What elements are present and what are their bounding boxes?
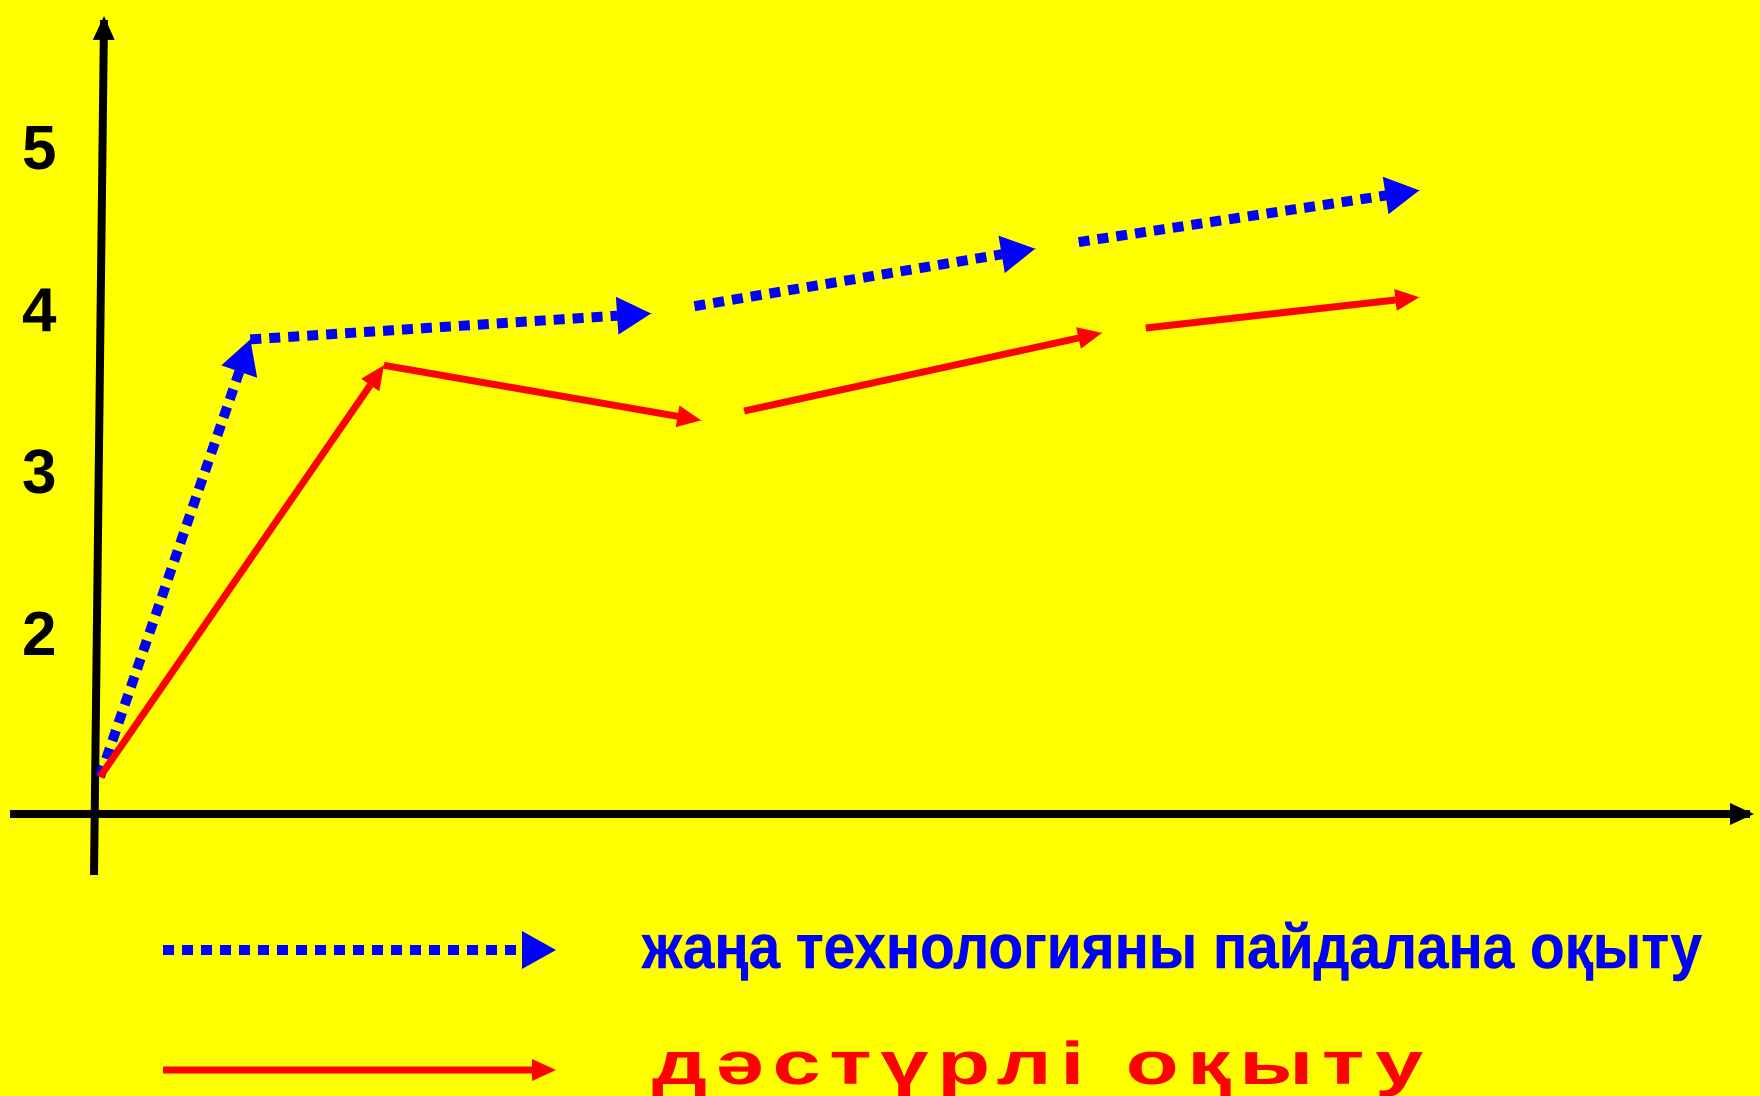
series-arrow-head bbox=[1394, 289, 1420, 311]
data-point bbox=[383, 364, 385, 366]
data-point bbox=[99, 776, 101, 778]
y-tick-label: 4 bbox=[22, 276, 57, 345]
series-1 bbox=[95, 176, 1420, 779]
series-arrow-head bbox=[615, 296, 652, 335]
series-2 bbox=[97, 289, 1420, 779]
legend: жаңа технологияны пайдалана оқыту дәстүр… bbox=[163, 913, 1703, 1096]
legend-arrow-head bbox=[532, 1059, 556, 1081]
data-point bbox=[1418, 189, 1420, 191]
series-arrow-head bbox=[221, 339, 258, 378]
series-segment bbox=[249, 310, 618, 345]
legend-key-new-technology bbox=[163, 931, 556, 969]
legend-label-traditional: дәстүрлі оқыту bbox=[652, 1030, 1432, 1096]
data-point bbox=[700, 419, 702, 421]
data-point bbox=[249, 338, 251, 340]
series-layer bbox=[95, 176, 1420, 779]
data-point bbox=[650, 313, 652, 314]
data-point bbox=[1034, 248, 1036, 250]
y-tick-labels: 2 3 4 5 bbox=[22, 114, 57, 669]
series-segment bbox=[1145, 296, 1396, 332]
series-arrow-head bbox=[361, 365, 384, 392]
series-arrow-head bbox=[1076, 327, 1102, 349]
series-segment bbox=[383, 361, 679, 420]
y-tick-label: 2 bbox=[22, 600, 56, 669]
legend-label-new-technology: жаңа технологияны пайдалана оқыту bbox=[641, 913, 1702, 982]
series-segment bbox=[743, 334, 1080, 415]
series-segment bbox=[1077, 190, 1387, 248]
data-point bbox=[1418, 296, 1420, 298]
series-arrow-head bbox=[1382, 176, 1420, 215]
series-arrow-head bbox=[675, 405, 702, 428]
legend-key-traditional bbox=[163, 1059, 556, 1081]
y-axis bbox=[90, 16, 115, 876]
data-point bbox=[1101, 332, 1103, 334]
y-tick-label: 3 bbox=[22, 438, 56, 507]
series-segment bbox=[95, 369, 245, 779]
series-segment bbox=[97, 383, 374, 779]
series-arrow-head bbox=[998, 235, 1036, 274]
series-segment bbox=[693, 249, 1003, 312]
y-tick-label: 5 bbox=[22, 114, 56, 183]
legend-arrow-head bbox=[522, 931, 556, 969]
